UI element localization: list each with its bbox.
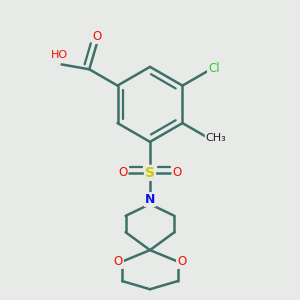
Text: O: O [114, 255, 123, 268]
Text: S: S [145, 166, 155, 180]
Text: N: N [145, 193, 155, 206]
Text: O: O [118, 166, 128, 179]
Text: HO: HO [51, 50, 68, 60]
Text: CH₃: CH₃ [206, 133, 226, 143]
Text: Cl: Cl [208, 62, 220, 75]
Text: O: O [93, 30, 102, 43]
Text: O: O [172, 166, 182, 179]
Text: O: O [177, 255, 186, 268]
